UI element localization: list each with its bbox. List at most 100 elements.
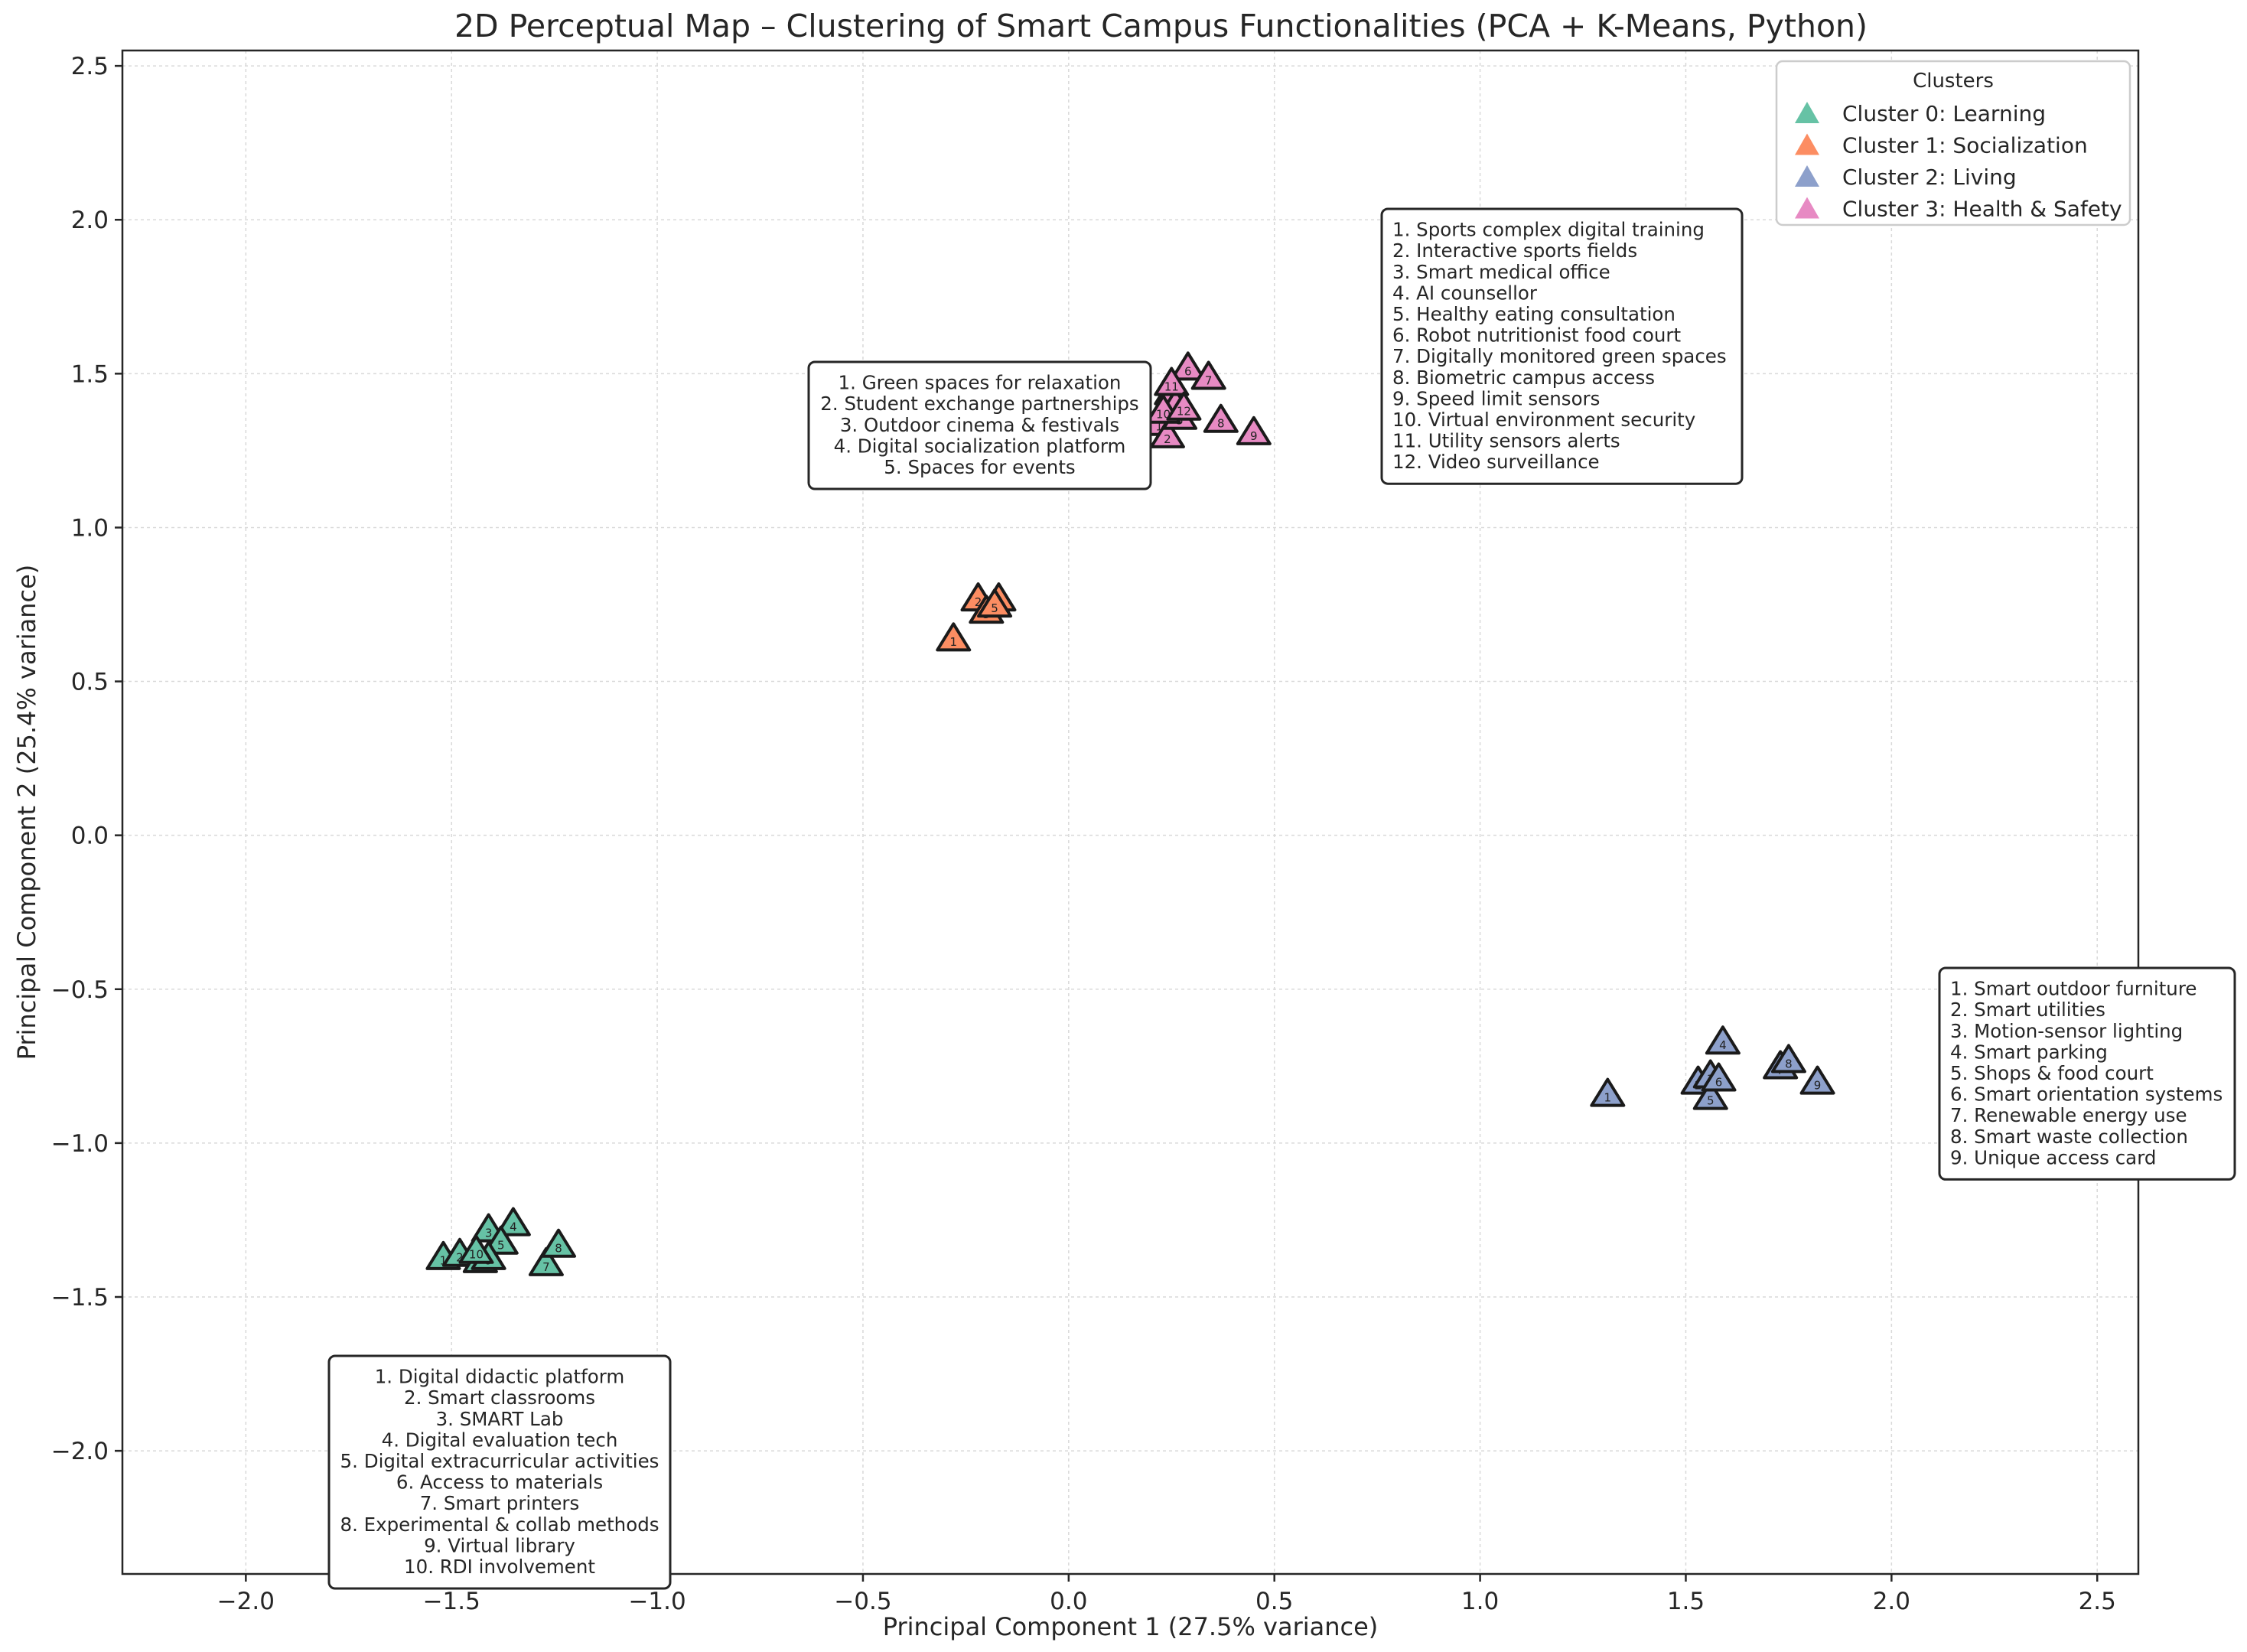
cluster-3-point-label: 9 xyxy=(1250,429,1258,443)
cluster-2-annotation-line: 1. Smart outdoor furniture xyxy=(1950,978,2197,1000)
cluster-0-point-label: 7 xyxy=(542,1260,550,1274)
cluster-0-annotation-line: 4. Digital evaluation tech xyxy=(382,1429,618,1451)
cluster-0-point xyxy=(528,1246,564,1276)
x-tick-label: 0.5 xyxy=(1255,1588,1293,1615)
chart-title: 2D Perceptual Map – Clustering of Smart … xyxy=(454,8,1868,44)
cluster-3-annotation-line: 11. Utility sensors alerts xyxy=(1392,430,1620,452)
cluster-0-point-label: 10 xyxy=(469,1248,484,1262)
cluster-3-point-label: 1 xyxy=(1155,420,1163,434)
cluster-3-annotation-box xyxy=(1380,207,1744,485)
cluster-2-point-label: 8 xyxy=(1785,1057,1793,1070)
y-tick-label: −0.5 xyxy=(51,976,109,1004)
x-tick-label: −1.5 xyxy=(423,1588,480,1615)
x-tick-label: −0.5 xyxy=(834,1588,891,1615)
legend-marker-cluster-1 xyxy=(1795,133,1819,155)
cluster-3-point-label: 12 xyxy=(1177,405,1191,419)
cluster-3-annotation-line: 2. Interactive sports fields xyxy=(1392,239,1637,262)
y-tick-label: 0.0 xyxy=(71,823,109,850)
x-tick-label: −1.0 xyxy=(628,1588,685,1615)
y-tick-label: 1.0 xyxy=(71,514,109,542)
cluster-2-point-label: 1 xyxy=(1604,1091,1612,1105)
cluster-2-point-label: 6 xyxy=(1715,1075,1723,1089)
cluster-1-point xyxy=(936,622,972,652)
cluster-3-annotation-line: 1. Sports complex digital training xyxy=(1392,219,1705,241)
cluster-0-annotation-line: 7. Smart printers xyxy=(420,1492,580,1514)
cluster-2-point xyxy=(1701,1062,1737,1092)
cluster-3-point xyxy=(1154,367,1190,396)
legend-label-cluster-2: Cluster 2: Living xyxy=(1842,165,2017,190)
cluster-0-annotation-line: 3. SMART Lab xyxy=(436,1408,564,1430)
cluster-3-annotation-line: 9. Speed limit sensors xyxy=(1392,387,1600,409)
legend-marker-cluster-2 xyxy=(1795,165,1819,187)
cluster-3-annotation-line: 6. Robot nutritionist food court xyxy=(1392,324,1681,347)
y-tick-label: −1.5 xyxy=(51,1284,109,1311)
cluster-0-point-label: 3 xyxy=(485,1227,493,1240)
cluster-1-annotation-line: 3. Outdoor cinema & festivals xyxy=(840,414,1119,436)
cluster-0-point-label: 5 xyxy=(497,1239,505,1253)
cluster-3-point-label: 8 xyxy=(1217,417,1225,431)
cluster-3-annotation-line: 12. Video surveillance xyxy=(1392,451,1600,473)
cluster-2-point-label: 4 xyxy=(1719,1038,1727,1052)
cluster-2-point xyxy=(1770,1044,1806,1074)
legend-marker-cluster-3 xyxy=(1795,197,1819,219)
cluster-1-annotation-line: 1. Green spaces for relaxation xyxy=(839,372,1122,394)
legend-label-cluster-0: Cluster 0: Learning xyxy=(1842,101,2046,126)
cluster-0-annotation-line: 2. Smart classrooms xyxy=(404,1386,595,1409)
cluster-2-point-label: 5 xyxy=(1707,1094,1715,1108)
cluster-0-annotation-line: 6. Access to materials xyxy=(396,1471,603,1494)
y-tick-label: 2.0 xyxy=(71,207,109,234)
y-tick-label: 1.5 xyxy=(71,360,109,388)
legend: Clusters Cluster 0: Learning Cluster 1: So… xyxy=(1775,60,2131,226)
cluster-2-point xyxy=(1799,1065,1835,1095)
cluster-0-annotation-line: 10. RDI involvement xyxy=(404,1556,595,1578)
cluster-0-annotation-line: 9. Virtual library xyxy=(424,1534,575,1556)
cluster-1-annotation-line: 5. Spaces for events xyxy=(884,456,1075,478)
cluster-3-annotation-line: 5. Healthy eating consultation xyxy=(1392,303,1675,325)
x-tick-label: 1.0 xyxy=(1461,1588,1499,1615)
cluster-2-annotation-line: 7. Renewable energy use xyxy=(1950,1104,2187,1126)
cluster-0-annotation-box xyxy=(327,1354,672,1590)
ticks-layer: −2.0 −1.5 −1.0 −0.5 0.0 0.5 1.0 1.5 2.0 2.5 −2.0 −1… xyxy=(51,53,2116,1615)
points-layer: 1234567891012345123456789123456789101112 xyxy=(425,351,1835,1276)
y-axis-label: Principal Component 2 (25.4% variance) xyxy=(12,565,41,1061)
x-tick-label: 0.0 xyxy=(1050,1588,1087,1615)
cluster-2-annotation-line: 2. Smart utilities xyxy=(1950,999,2105,1021)
cluster-3-point-label: 7 xyxy=(1205,373,1213,387)
cluster-3-point-label: 2 xyxy=(1164,432,1171,446)
cluster-0-point-label: 1 xyxy=(440,1254,448,1268)
cluster-2-annotation-line: 5. Shops & food court xyxy=(1950,1062,2154,1084)
legend-label-cluster-1: Cluster 1: Socialization xyxy=(1842,133,2088,158)
legend-box xyxy=(1775,60,2131,226)
x-tick-label: 1.5 xyxy=(1667,1588,1705,1615)
cluster-3-point xyxy=(1149,419,1185,448)
cluster-0-point-label: 2 xyxy=(456,1251,464,1265)
y-tick-label: 0.5 xyxy=(71,669,109,696)
cluster-2-annotation-line: 8. Smart waste collection xyxy=(1950,1126,2188,1148)
cluster-0-annotation-line: 8. Experimental & collab methods xyxy=(340,1514,659,1536)
grid-layer xyxy=(122,51,2138,1574)
cluster-3-point xyxy=(1170,351,1206,381)
cluster-3-annotation-line: 10. Virtual environment security xyxy=(1392,409,1695,431)
cluster-0-annotation-line: 1. Digital didactic platform xyxy=(375,1366,625,1388)
cluster-2-annotation-box xyxy=(1938,966,2236,1181)
cluster-2-point-label: 9 xyxy=(1814,1078,1822,1092)
y-tick-label: −2.0 xyxy=(51,1438,109,1465)
cluster-2-point xyxy=(1705,1025,1741,1055)
cluster-3-annotation-line: 4. AI counsellor xyxy=(1392,282,1538,304)
legend-title: Clusters xyxy=(1913,70,1994,93)
cluster-1-point xyxy=(977,588,1013,618)
cluster-3-point xyxy=(1190,360,1226,390)
x-tick-label: 2.5 xyxy=(2079,1588,2116,1615)
cluster-2-point xyxy=(1590,1077,1626,1107)
cluster-0-point xyxy=(541,1228,577,1258)
cluster-2-annotation-line: 3. Motion-sensor lighting xyxy=(1950,1020,2183,1042)
cluster-1-point-label: 2 xyxy=(975,595,982,609)
cluster-1-annotation-line: 4. Digital socialization platform xyxy=(834,435,1126,457)
y-tick-label: 2.5 xyxy=(71,53,109,80)
cluster-3-point xyxy=(1236,415,1272,445)
legend-label-cluster-3: Cluster 3: Health & Safety xyxy=(1842,197,2122,222)
cluster-3-annotation-line: 7. Digitally monitored green spaces xyxy=(1392,345,1727,367)
